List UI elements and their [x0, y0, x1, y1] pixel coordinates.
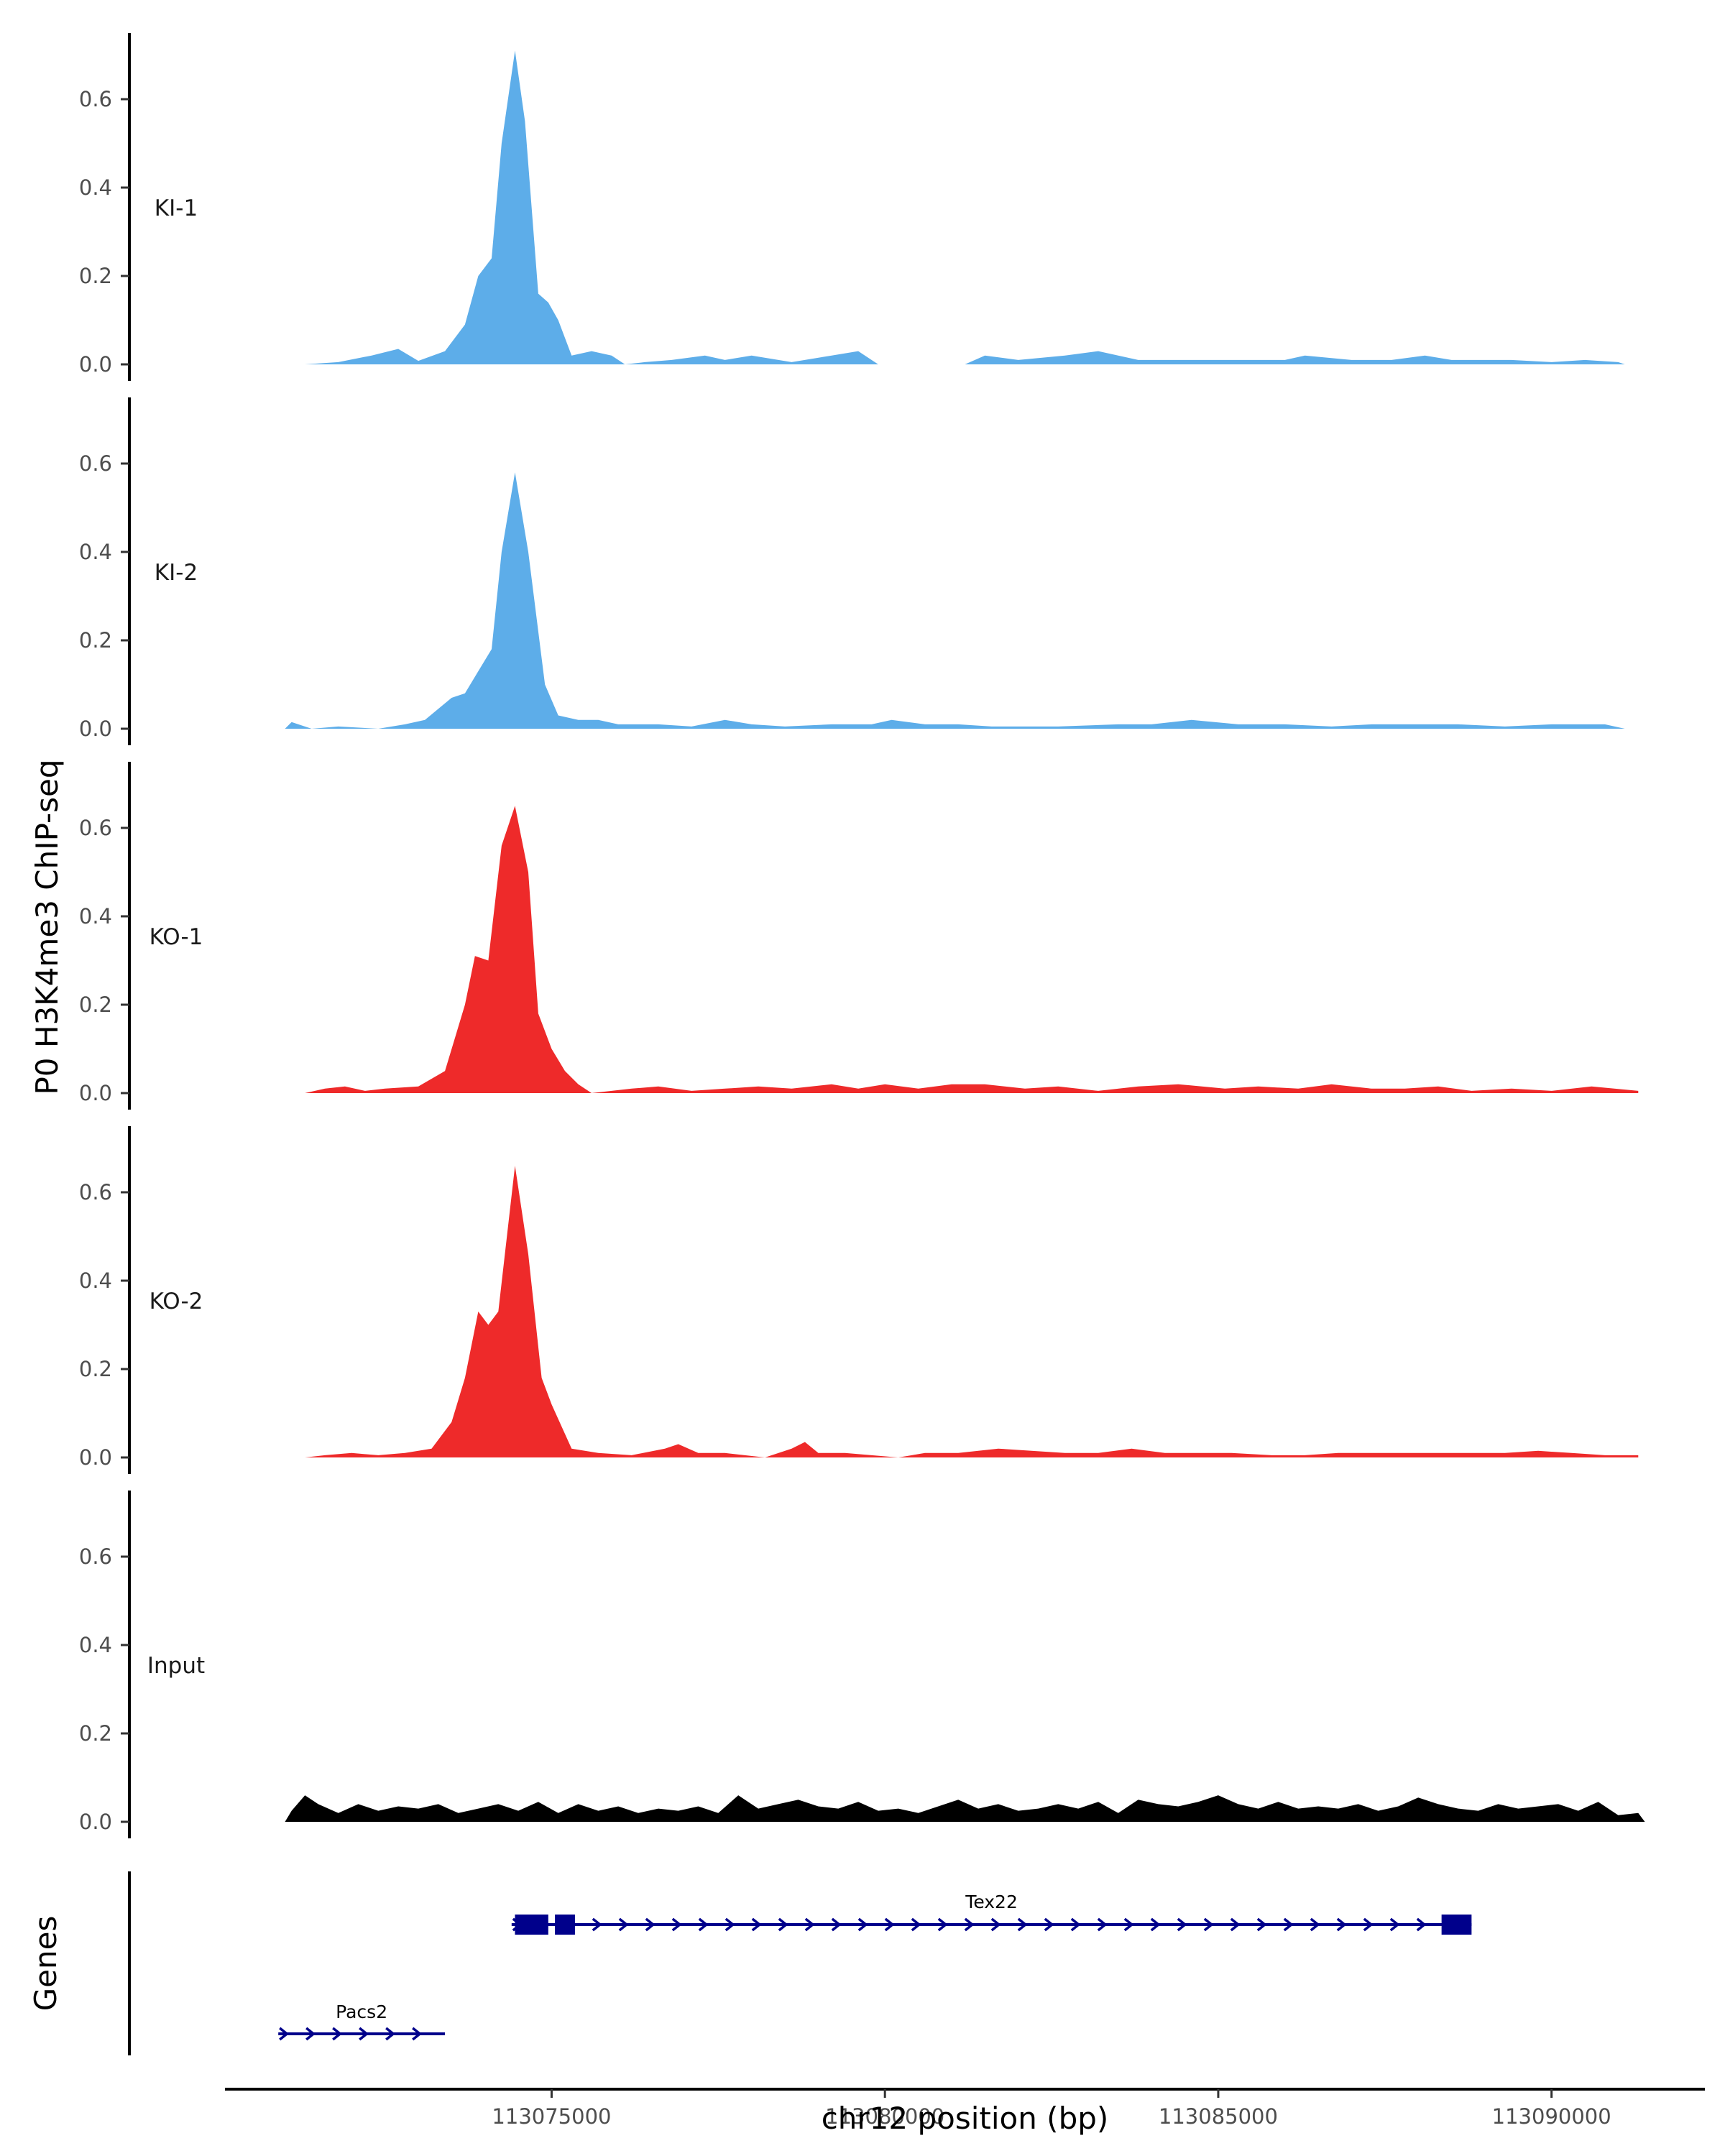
y-tick-label: 0.2 [79, 992, 112, 1017]
strand-arrow [831, 1917, 842, 1932]
strand-arrow [1389, 1917, 1400, 1932]
genes-track-title: Genes [28, 1916, 63, 2012]
gene-pacs2: Pacs2 [278, 2001, 446, 2041]
strand-arrow [1336, 1917, 1347, 1932]
y-tick-label: 0.2 [79, 1721, 112, 1746]
strand-arrow [751, 1917, 762, 1932]
y-tick-label: 0.4 [79, 175, 112, 200]
track-ki-2: 0.0 0.2 0.4 0.6 KI-2 [79, 397, 1625, 745]
strand-arrow [592, 1917, 602, 1932]
x-tick-label: 113085000 [1159, 2104, 1278, 2129]
x-tick-label: 113075000 [492, 2104, 611, 2129]
strand-arrow [1363, 1917, 1374, 1932]
y-tick-label: 0.0 [79, 1445, 112, 1470]
signal-tracks: 0.00.20.40.6KI-10.00.20.40.6KI-20.00.20.… [79, 33, 1645, 1838]
x-axis-title: chr12 position (bp) [822, 2101, 1109, 2136]
x-axis: 113075000 113080000 113085000 113090000 [225, 2088, 1705, 2129]
strand-arrow [1310, 1917, 1320, 1932]
x-tick-label: 113090000 [1492, 2104, 1611, 2129]
y-tick-label: 0.2 [79, 264, 112, 288]
strand-arrow [359, 2027, 369, 2041]
y-tick-label: 0.4 [79, 540, 112, 564]
track-label: KO-2 [150, 1289, 203, 1314]
strand-arrow [724, 1917, 735, 1932]
strand-arrow [1177, 1917, 1187, 1932]
strand-arrow [412, 2027, 423, 2041]
track-label: Input [147, 1653, 205, 1679]
y-tick-label: 0.6 [79, 816, 112, 840]
track-label: KO-1 [150, 924, 203, 950]
track-input: 0.0 0.2 0.4 0.6 Input [79, 1491, 1645, 1838]
y-tick-label: 0.4 [79, 1268, 112, 1293]
signal-area [285, 472, 1625, 729]
signal-area [305, 806, 1639, 1093]
signal-area [305, 1166, 1639, 1457]
strand-arrow [671, 1917, 682, 1932]
exon [555, 1915, 575, 1935]
strand-arrow [1256, 1917, 1267, 1932]
gene-tex22: Tex22 [511, 1892, 1472, 1935]
y-tick-label: 0.0 [79, 352, 112, 377]
track-label: KI-2 [155, 560, 198, 586]
signal-area [285, 1795, 1645, 1822]
y-tick-label: 0.6 [79, 1544, 112, 1569]
strand-arrow [1416, 1917, 1427, 1932]
y-tick-label: 0.6 [79, 87, 112, 111]
strand-arrow [804, 1917, 815, 1932]
signal-area [305, 50, 1625, 365]
y-tick-label: 0.0 [79, 1810, 112, 1834]
y-tick-label: 0.6 [79, 451, 112, 476]
strand-arrow [1017, 1917, 1028, 1932]
strand-arrow [884, 1917, 895, 1932]
strand-arrow [1097, 1917, 1108, 1932]
exon [515, 1915, 548, 1935]
y-tick-label: 0.2 [79, 1357, 112, 1381]
track-label: KI-1 [155, 195, 198, 221]
genes-track: Genes Tex22 Pacs2 [28, 1871, 1472, 2055]
strand-arrow [964, 1917, 975, 1932]
y-tick-label: 0.0 [79, 1081, 112, 1105]
strand-arrow [1150, 1917, 1161, 1932]
strand-arrow [332, 2027, 343, 2041]
gene-label: Tex22 [965, 1892, 1018, 1912]
y-tick-label: 0.4 [79, 1633, 112, 1657]
strand-arrow [305, 2027, 316, 2041]
strand-arrow [1283, 1917, 1294, 1932]
track-ki-1: 0.0 0.2 0.4 0.6 KI-1 [79, 33, 1625, 381]
strand-arrow [385, 2027, 396, 2041]
strand-arrow [698, 1917, 709, 1932]
strand-arrow [911, 1917, 921, 1932]
strand-arrow [1123, 1917, 1134, 1932]
exon [1441, 1915, 1472, 1935]
track-ko-1: 0.0 0.2 0.4 0.6 KO-1 [79, 762, 1639, 1110]
strand-arrow [937, 1917, 948, 1932]
strand-arrow [279, 2027, 290, 2041]
track-ko-2: 0.0 0.2 0.4 0.6 KO-2 [79, 1126, 1639, 1474]
y-axis-title: P0 H3K4me3 ChIP-seq [29, 759, 65, 1095]
y-tick-label: 0.0 [79, 717, 112, 741]
strand-arrow [990, 1917, 1001, 1932]
strand-arrow [1070, 1917, 1081, 1932]
x-tick-label: 113080000 [825, 2104, 944, 2129]
y-tick-label: 0.2 [79, 628, 112, 653]
strand-arrow [645, 1917, 656, 1932]
strand-arrow [1044, 1917, 1054, 1932]
strand-arrow [1230, 1917, 1241, 1932]
strand-arrow [857, 1917, 868, 1932]
y-tick-label: 0.4 [79, 904, 112, 929]
strand-arrow [618, 1917, 629, 1932]
y-tick-label: 0.6 [79, 1180, 112, 1204]
gene-label: Pacs2 [336, 2001, 387, 2022]
strand-arrow [778, 1917, 788, 1932]
strand-arrow [1203, 1917, 1214, 1932]
